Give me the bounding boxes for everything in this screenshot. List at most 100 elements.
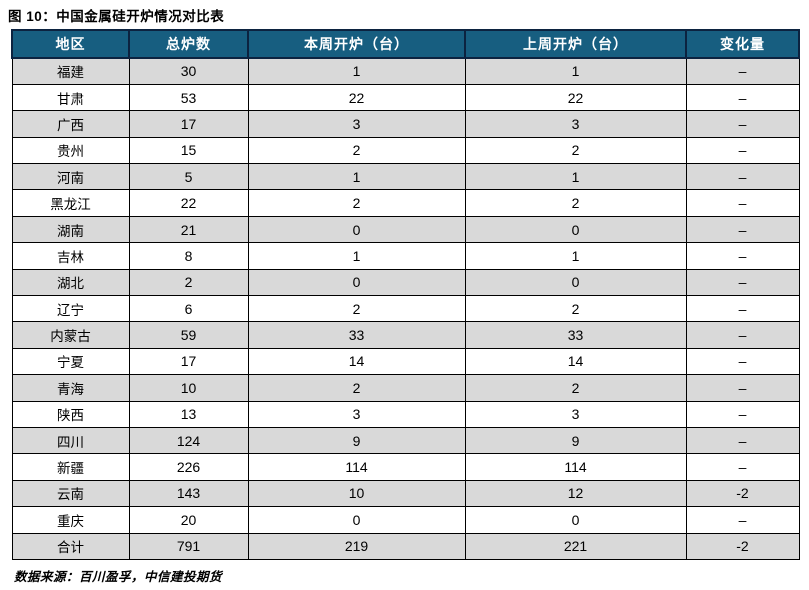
value-cell: 0 xyxy=(247,268,466,297)
table-row: 福建 30 1 1– xyxy=(11,57,800,85)
region-cell: 青海 xyxy=(11,374,130,402)
value-cell: 2 xyxy=(464,374,687,402)
value-cell: 3 xyxy=(464,400,687,428)
region-cell: 河南 xyxy=(11,163,130,191)
value-cell: 2 xyxy=(464,295,687,323)
table-header: 地区 总炉数 本周开炉（台） 上周开炉（台） 变化量 xyxy=(11,29,800,59)
value-cell: 2 xyxy=(247,136,466,165)
value-cell: 3 xyxy=(247,110,466,138)
value-cell: 10 xyxy=(128,374,249,402)
value-cell: – xyxy=(685,83,800,112)
region-cell: 云南 xyxy=(11,479,130,508)
region-cell: 合计 xyxy=(11,532,130,560)
value-cell: 33 xyxy=(247,321,466,349)
value-cell: 17 xyxy=(128,110,249,138)
value-cell: 1 xyxy=(247,57,466,85)
value-cell: 17 xyxy=(128,347,249,376)
value-cell: 30 xyxy=(128,57,249,85)
value-cell: 14 xyxy=(464,347,687,376)
value-cell: 2 xyxy=(464,189,687,217)
table-row: 云南 143 10 12 -2 xyxy=(11,479,800,508)
table-row: 河南 5 1 1– xyxy=(11,163,800,191)
region-cell: 四川 xyxy=(11,426,130,455)
table-row: 广西 17 3 3– xyxy=(11,110,800,138)
value-cell: – xyxy=(685,506,800,534)
data-source-note: 数据来源：百川盈孚，中信建投期货 xyxy=(14,570,223,584)
value-cell: 3 xyxy=(247,400,466,428)
value-cell: 1 xyxy=(247,163,466,191)
value-cell: 2 xyxy=(128,268,249,297)
value-cell: 124 xyxy=(128,426,249,455)
table-row: 甘肃 53 22 22– xyxy=(11,83,800,112)
table-row: 宁夏 17 14 14– xyxy=(11,347,800,376)
region-cell: 宁夏 xyxy=(11,347,130,376)
region-cell: 内蒙古 xyxy=(11,321,130,349)
region-cell: 福建 xyxy=(11,57,130,85)
value-cell: 2 xyxy=(247,374,466,402)
value-cell: 9 xyxy=(464,426,687,455)
column-header-last-week: 上周开炉（台） xyxy=(464,29,687,59)
table-row: 湖北 2 0 0– xyxy=(11,268,800,297)
value-cell: -2 xyxy=(685,532,800,560)
region-cell: 黑龙江 xyxy=(11,189,130,217)
value-cell: 59 xyxy=(128,321,249,349)
value-cell: 2 xyxy=(464,136,687,165)
value-cell: – xyxy=(685,110,800,138)
value-cell: 14 xyxy=(247,347,466,376)
region-cell: 湖北 xyxy=(11,268,130,297)
value-cell: 219 xyxy=(247,532,466,560)
value-cell: – xyxy=(685,347,800,376)
furnace-comparison-table: 地区 总炉数 本周开炉（台） 上周开炉（台） 变化量 福建 30 1 1– 甘肃 53 22… xyxy=(11,29,800,560)
value-cell: 1 xyxy=(464,163,687,191)
value-cell: 114 xyxy=(247,453,466,481)
table-body: 福建 30 1 1– 甘肃 53 22 22– 广西 17 3 3– 贵州 15 2 2– 河南 5 1 1– 黑龙江 2… xyxy=(11,57,800,560)
table-row: 黑龙江 22 2 2– xyxy=(11,189,800,217)
column-header-total: 总炉数 xyxy=(128,29,249,59)
value-cell: 221 xyxy=(464,532,687,560)
table-row: 新疆 226 114 114– xyxy=(11,453,800,481)
region-cell: 广西 xyxy=(11,110,130,138)
value-cell: – xyxy=(685,215,800,244)
value-cell: – xyxy=(685,374,800,402)
region-cell: 贵州 xyxy=(11,136,130,165)
value-cell: 10 xyxy=(247,479,466,508)
value-cell: 33 xyxy=(464,321,687,349)
region-cell: 陕西 xyxy=(11,400,130,428)
region-cell: 重庆 xyxy=(11,506,130,534)
value-cell: 114 xyxy=(464,453,687,481)
figure-title: 图 10：中国金属硅开炉情况对比表 xyxy=(8,9,225,24)
value-cell: 1 xyxy=(247,242,466,270)
value-cell: 6 xyxy=(128,295,249,323)
column-header-change: 变化量 xyxy=(685,29,800,59)
value-cell: 20 xyxy=(128,506,249,534)
value-cell: 2 xyxy=(247,189,466,217)
value-cell: 21 xyxy=(128,215,249,244)
value-cell: 0 xyxy=(464,506,687,534)
value-cell: – xyxy=(685,57,800,85)
value-cell: 22 xyxy=(128,189,249,217)
value-cell: – xyxy=(685,295,800,323)
value-cell: 0 xyxy=(464,268,687,297)
value-cell: 22 xyxy=(247,83,466,112)
table-row: 四川 124 9 9– xyxy=(11,426,800,455)
value-cell: 3 xyxy=(464,110,687,138)
table-row: 贵州 15 2 2– xyxy=(11,136,800,165)
table-row: 辽宁 6 2 2– xyxy=(11,295,800,323)
value-cell: – xyxy=(685,400,800,428)
table-row: 吉林 8 1 1– xyxy=(11,242,800,270)
table-row: 青海 10 2 2– xyxy=(11,374,800,402)
value-cell: 0 xyxy=(247,215,466,244)
region-cell: 吉林 xyxy=(11,242,130,270)
column-header-region: 地区 xyxy=(11,29,130,59)
value-cell: 9 xyxy=(247,426,466,455)
column-header-this-week: 本周开炉（台） xyxy=(247,29,466,59)
value-cell: 226 xyxy=(128,453,249,481)
table-header-row: 地区 总炉数 本周开炉（台） 上周开炉（台） 变化量 xyxy=(11,29,800,59)
value-cell: 53 xyxy=(128,83,249,112)
value-cell: 13 xyxy=(128,400,249,428)
value-cell: 5 xyxy=(128,163,249,191)
value-cell: 8 xyxy=(128,242,249,270)
value-cell: – xyxy=(685,136,800,165)
value-cell: – xyxy=(685,242,800,270)
value-cell: 15 xyxy=(128,136,249,165)
